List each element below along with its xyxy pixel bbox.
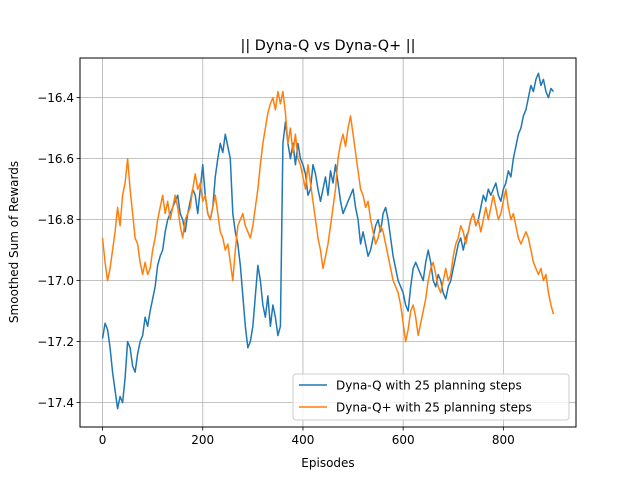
legend: Dyna-Q with 25 planning steps Dyna-Q+ wi… (292, 373, 570, 421)
x-tick-label: 0 (99, 433, 107, 447)
y-tick-label: −16.8 (37, 213, 74, 227)
x-axis-ticks: 0 200 400 600 800 (99, 427, 515, 447)
x-tick-label: 400 (291, 433, 314, 447)
plot-frame (79, 57, 577, 428)
y-tick-label: −17.2 (37, 335, 74, 349)
y-tick-label: −16.6 (37, 152, 74, 166)
chart-title: || Dyna-Q vs Dyna-Q+ || (241, 38, 416, 54)
x-tick-label: 600 (392, 433, 415, 447)
y-tick-label: −16.4 (37, 91, 74, 105)
x-tick-label: 800 (492, 433, 515, 447)
y-axis-ticks: −17.4 −17.2 −17.0 −16.8 −16.6 −16.4 (37, 91, 80, 410)
grid-lines (80, 58, 576, 427)
series-lines (101, 72, 555, 410)
y-axis-label: Smoothed Sum of Rewards (7, 161, 21, 323)
y-tick-label: −17.0 (37, 274, 74, 288)
series-line-dyna-q-plus (101, 90, 555, 343)
x-axis-label: Episodes (301, 456, 354, 470)
y-tick-label: −17.4 (37, 396, 74, 410)
legend-label-dyna-q: Dyna-Q with 25 planning steps (336, 379, 522, 393)
legend-box (292, 373, 570, 421)
x-tick-label: 200 (191, 433, 214, 447)
legend-label-dyna-q-plus: Dyna-Q+ with 25 planning steps (336, 401, 532, 415)
